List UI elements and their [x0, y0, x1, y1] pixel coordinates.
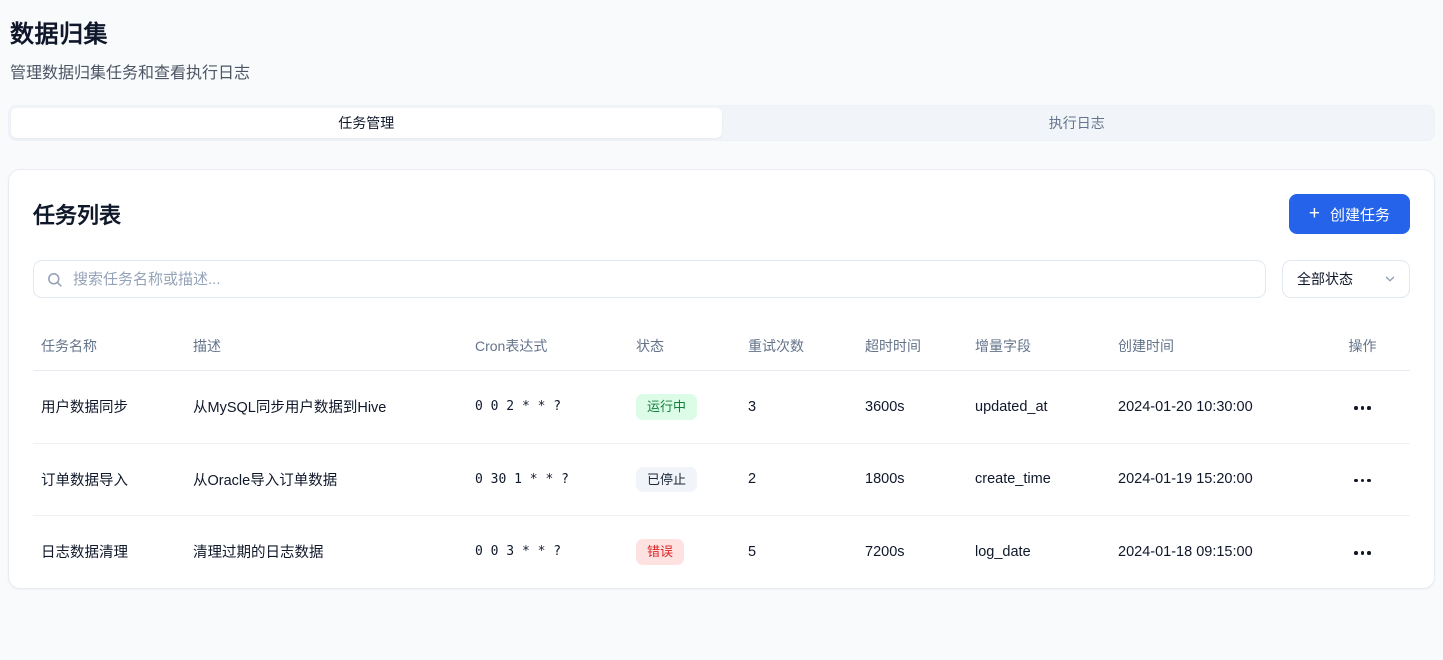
cell-task-name: 订单数据导入	[33, 443, 185, 517]
column-header-task-name: 任务名称	[33, 324, 185, 371]
status-badge: 运行中	[636, 394, 698, 420]
search-box	[33, 260, 1266, 298]
search-icon	[48, 272, 62, 287]
column-header-status: 状态	[628, 324, 740, 371]
column-header-timeout: 超时时间	[857, 324, 967, 371]
table-row: 日志数据清理 清理过期的日志数据 0 0 3 * * ? 错误 5 7200s …	[33, 516, 1410, 588]
cell-incremental-field: log_date	[975, 543, 1031, 560]
cell-incremental-field: create_time	[967, 443, 1110, 517]
ellipsis-icon	[1354, 551, 1358, 555]
task-list-panel: 任务列表 + 创建任务 全部状态 任务名称	[8, 169, 1435, 589]
cell-created-at: 2024-01-20 10:30:00	[1110, 370, 1315, 444]
tab-task-management-label: 任务管理	[338, 115, 395, 131]
column-header-incremental-field: 增量字段	[967, 324, 1110, 371]
table-row: 用户数据同步 从MySQL同步用户数据到Hive 0 0 2 * * ? 运行中…	[33, 370, 1410, 444]
plus-icon: +	[1308, 202, 1320, 224]
column-header-actions: 操作	[1315, 324, 1410, 371]
panel-title: 任务列表	[33, 203, 122, 228]
status-badge: 已停止	[636, 466, 698, 493]
cell-timeout: 1800s	[857, 443, 967, 517]
cell-description: 从MySQL同步用户数据到Hive	[185, 370, 467, 444]
cell-cron: 0 0 2 * * ?	[467, 370, 628, 444]
tab-execution-logs[interactable]: 执行日志	[722, 108, 1433, 138]
panel-header: 任务列表 + 创建任务	[33, 194, 1410, 234]
ellipsis-icon	[1354, 406, 1358, 410]
row-actions-button[interactable]	[1348, 400, 1377, 416]
filter-controls: 全部状态	[33, 260, 1410, 298]
page-title: 数据归集	[10, 21, 108, 48]
status-filter-value: 全部状态	[1297, 271, 1353, 287]
row-actions-button[interactable]	[1348, 473, 1377, 489]
cell-timeout: 7200s	[865, 543, 905, 560]
cell-incremental-field: updated_at	[967, 370, 1110, 444]
tab-bar: 任务管理 执行日志	[8, 105, 1435, 141]
column-header-retries: 重试次数	[740, 324, 857, 371]
column-header-description: 描述	[185, 324, 467, 371]
cell-retries: 5	[748, 543, 757, 560]
search-input[interactable]	[73, 270, 1253, 288]
cell-task-name: 用户数据同步	[33, 370, 185, 444]
page-subtitle: 管理数据归集任务和查看执行日志	[10, 65, 251, 82]
tab-execution-logs-label: 执行日志	[1048, 115, 1105, 131]
ellipsis-icon	[1354, 478, 1358, 483]
row-actions-button[interactable]	[1348, 545, 1377, 561]
table-header-row: 任务名称 描述 Cron表达式 状态 重试次数 超时时间 增量字段 创建时间 操…	[33, 324, 1410, 371]
cell-cron: 0 0 3 * * ?	[475, 544, 562, 560]
cell-retries: 3	[740, 370, 857, 444]
status-filter-select[interactable]: 全部状态	[1282, 260, 1410, 298]
chevron-down-icon	[1385, 276, 1395, 282]
create-task-button[interactable]: + 创建任务	[1288, 194, 1410, 234]
task-table: 任务名称 描述 Cron表达式 状态 重试次数 超时时间 增量字段 创建时间 操…	[33, 324, 1410, 588]
page-header: 数据归集 管理数据归集任务和查看执行日志	[8, 14, 1435, 83]
cell-task-name: 日志数据清理	[41, 545, 128, 562]
tab-task-management[interactable]: 任务管理	[11, 108, 722, 138]
cell-created-at: 2024-01-19 15:20:00	[1110, 443, 1315, 517]
cell-created-at: 2024-01-18 09:15:00	[1118, 543, 1253, 560]
cell-cron: 0 30 1 * * ?	[467, 443, 628, 517]
cell-timeout: 3600s	[857, 370, 967, 444]
create-task-button-label: 创建任务	[1329, 206, 1390, 224]
column-header-cron: Cron表达式	[467, 324, 628, 371]
cell-description: 清理过期的日志数据	[193, 545, 324, 562]
cell-retries: 2	[740, 443, 857, 517]
cell-description: 从Oracle导入订单数据	[185, 443, 467, 517]
status-badge: 错误	[636, 539, 685, 565]
column-header-created-at: 创建时间	[1110, 324, 1315, 371]
table-row: 订单数据导入 从Oracle导入订单数据 0 30 1 * * ? 已停止 2 …	[33, 443, 1410, 517]
